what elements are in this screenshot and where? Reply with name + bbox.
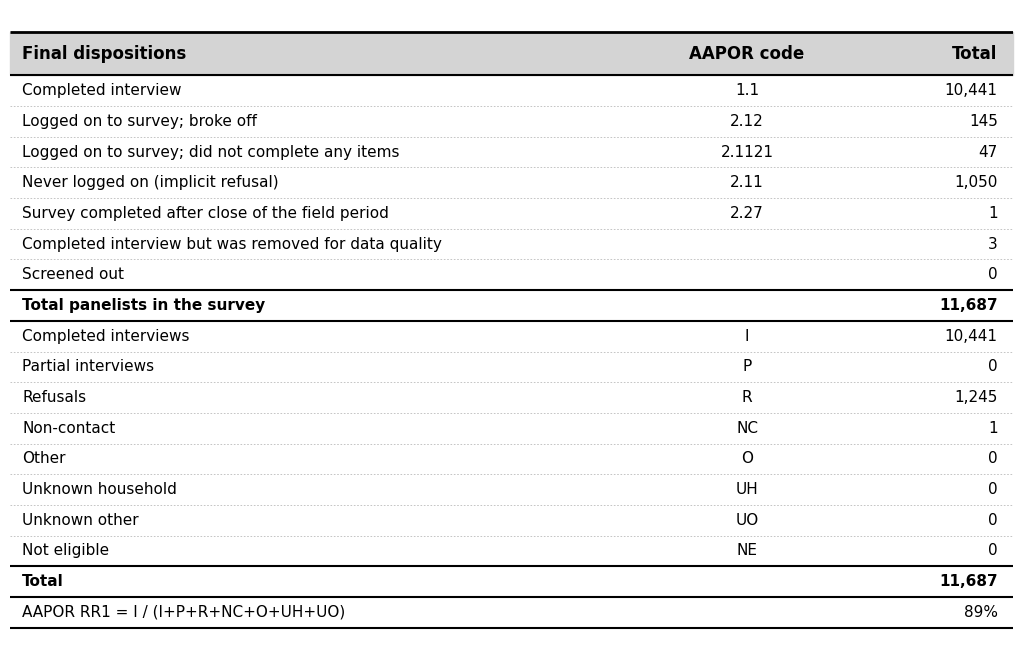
Text: NE: NE <box>737 543 758 558</box>
Bar <box>10 259 1013 290</box>
Text: Logged on to survey; broke off: Logged on to survey; broke off <box>23 114 257 129</box>
Bar <box>10 168 1013 198</box>
Text: Total: Total <box>23 574 64 589</box>
Text: 2.12: 2.12 <box>730 114 764 129</box>
Text: 1: 1 <box>988 421 997 436</box>
Bar <box>10 106 1013 136</box>
Text: Non-contact: Non-contact <box>23 421 116 436</box>
Text: 2.1121: 2.1121 <box>720 144 773 160</box>
Bar <box>10 413 1013 443</box>
Text: Total panelists in the survey: Total panelists in the survey <box>23 298 266 313</box>
Text: 11,687: 11,687 <box>939 298 997 313</box>
Text: Total: Total <box>952 45 997 62</box>
Bar <box>10 75 1013 106</box>
Text: P: P <box>743 359 752 374</box>
Bar <box>10 566 1013 597</box>
Text: 145: 145 <box>969 114 997 129</box>
Text: Refusals: Refusals <box>23 390 86 405</box>
Text: Completed interview: Completed interview <box>23 83 182 98</box>
Bar <box>10 474 1013 505</box>
Text: 1,050: 1,050 <box>954 176 997 190</box>
Text: Final dispositions: Final dispositions <box>23 45 186 62</box>
Text: Never logged on (implicit refusal): Never logged on (implicit refusal) <box>23 176 279 190</box>
Text: 47: 47 <box>978 144 997 160</box>
Text: Partial interviews: Partial interviews <box>23 359 154 374</box>
Bar <box>10 382 1013 413</box>
Text: 2.27: 2.27 <box>730 206 764 221</box>
Bar <box>10 32 1013 75</box>
Bar <box>10 536 1013 566</box>
Text: Unknown household: Unknown household <box>23 482 177 497</box>
Bar <box>10 321 1013 352</box>
Bar <box>10 198 1013 229</box>
Bar <box>10 352 1013 382</box>
Bar <box>10 229 1013 259</box>
Text: AAPOR RR1 = I / (I+P+R+NC+O+UH+UO): AAPOR RR1 = I / (I+P+R+NC+O+UH+UO) <box>23 604 346 619</box>
Bar <box>10 290 1013 321</box>
Text: NC: NC <box>737 421 758 436</box>
Text: R: R <box>742 390 752 405</box>
Text: Survey completed after close of the field period: Survey completed after close of the fiel… <box>23 206 389 221</box>
Text: Logged on to survey; did not complete any items: Logged on to survey; did not complete an… <box>23 144 400 160</box>
Text: 10,441: 10,441 <box>944 329 997 344</box>
Text: 11,687: 11,687 <box>939 574 997 589</box>
Text: Completed interview but was removed for data quality: Completed interview but was removed for … <box>23 237 442 252</box>
Text: I: I <box>745 329 749 344</box>
Text: 0: 0 <box>988 451 997 466</box>
Text: UH: UH <box>736 482 758 497</box>
Text: Screened out: Screened out <box>23 267 124 282</box>
Text: 0: 0 <box>988 543 997 558</box>
Bar <box>10 443 1013 474</box>
Text: Unknown other: Unknown other <box>23 513 139 528</box>
Text: Not eligible: Not eligible <box>23 543 109 558</box>
Text: AAPOR code: AAPOR code <box>690 45 805 62</box>
Text: UO: UO <box>736 513 759 528</box>
Text: 2.11: 2.11 <box>730 176 764 190</box>
Text: 0: 0 <box>988 359 997 374</box>
Text: Completed interviews: Completed interviews <box>23 329 189 344</box>
Bar <box>10 136 1013 168</box>
Text: 1.1: 1.1 <box>736 83 759 98</box>
Text: O: O <box>741 451 753 466</box>
Bar <box>10 505 1013 536</box>
Bar <box>10 597 1013 627</box>
Text: 10,441: 10,441 <box>944 83 997 98</box>
Text: 0: 0 <box>988 482 997 497</box>
Text: 3: 3 <box>988 237 997 252</box>
Text: 1,245: 1,245 <box>954 390 997 405</box>
Text: 1: 1 <box>988 206 997 221</box>
Text: 0: 0 <box>988 267 997 282</box>
Text: 89%: 89% <box>964 604 997 619</box>
Text: Other: Other <box>23 451 65 466</box>
Text: 0: 0 <box>988 513 997 528</box>
